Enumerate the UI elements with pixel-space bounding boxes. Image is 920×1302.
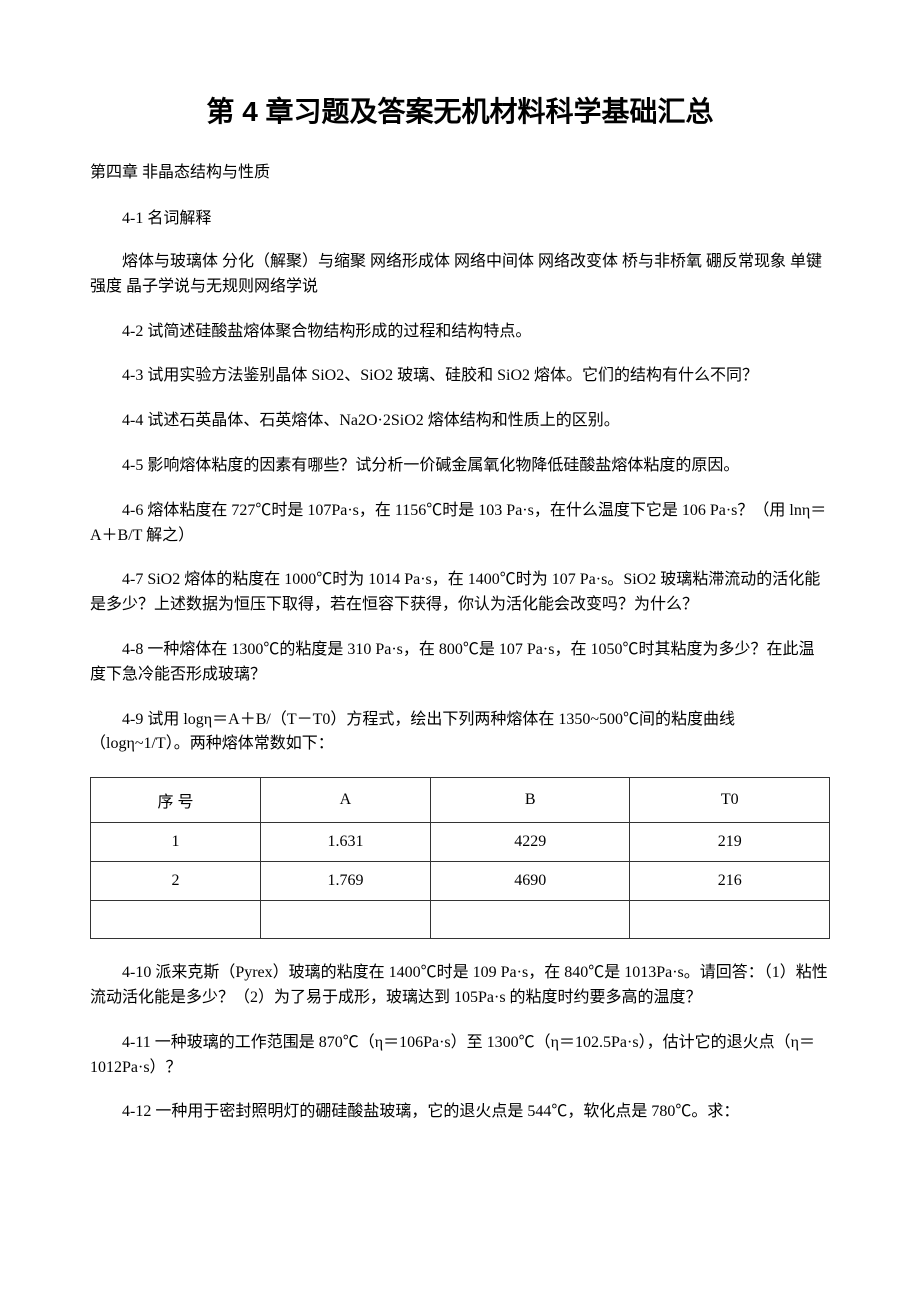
table-cell: 216 (630, 862, 830, 901)
table-row: 1 1.631 4229 219 (91, 823, 830, 862)
table-cell (260, 901, 430, 939)
table-cell: 4690 (430, 862, 630, 901)
table-row (91, 901, 830, 939)
table-header-cell: T0 (630, 778, 830, 823)
question-4-5: 4-5 影响熔体粘度的因素有哪些？试分析一价碱金属氧化物降低硅酸盐熔体粘度的原因… (90, 454, 830, 479)
question-4-8: 4-8 一种熔体在 1300℃的粘度是 310 Pa·s，在 800℃是 107… (90, 638, 830, 688)
table-header-cell: A (260, 778, 430, 823)
table-cell: 1.631 (260, 823, 430, 862)
table-header-cell: 序 号 (91, 778, 261, 823)
table-cell: 4229 (430, 823, 630, 862)
question-4-12: 4-12 一种用于密封照明灯的硼硅酸盐玻璃，它的退火点是 544℃，软化点是 7… (90, 1100, 830, 1125)
table-cell: 219 (630, 823, 830, 862)
table-header-cell: B (430, 778, 630, 823)
table-cell (91, 901, 261, 939)
question-4-10: 4-10 派来克斯（Pyrex）玻璃的粘度在 1400℃时是 109 Pa·s，… (90, 961, 830, 1011)
table-cell: 1 (91, 823, 261, 862)
table-row: 2 1.769 4690 216 (91, 862, 830, 901)
constants-table: 序 号 A B T0 1 1.631 4229 219 2 1.769 4690… (90, 777, 830, 939)
table-cell: 1.769 (260, 862, 430, 901)
section-4-1-head: 4-1 名词解释 (90, 204, 830, 228)
table-cell: 2 (91, 862, 261, 901)
question-4-4: 4-4 试述石英晶体、石英熔体、Na2O·2SiO2 熔体结构和性质上的区别。 (90, 409, 830, 434)
table-cell (430, 901, 630, 939)
question-4-3: 4-3 试用实验方法鉴别晶体 SiO2、SiO2 玻璃、硅胶和 SiO2 熔体。… (90, 364, 830, 389)
page-title: 第 4 章习题及答案无机材料科学基础汇总 (90, 90, 830, 130)
question-4-9: 4-9 试用 logη＝A＋B/（T－T0）方程式，绘出下列两种熔体在 1350… (90, 708, 830, 758)
question-4-7: 4-7 SiO2 熔体的粘度在 1000℃时为 1014 Pa·s，在 1400… (90, 568, 830, 618)
question-4-2: 4-2 试简述硅酸盐熔体聚合物结构形成的过程和结构特点。 (90, 320, 830, 345)
table-cell (630, 901, 830, 939)
question-4-11: 4-11 一种玻璃的工作范围是 870℃（η＝106Pa·s）至 1300℃（η… (90, 1031, 830, 1081)
table-header-row: 序 号 A B T0 (91, 778, 830, 823)
chapter-subtitle: 第四章 非晶态结构与性质 (90, 158, 830, 182)
question-4-6: 4-6 熔体粘度在 727℃时是 107Pa·s，在 1156℃时是 103 P… (90, 499, 830, 549)
section-4-1-body: 熔体与玻璃体 分化（解聚）与缩聚 网络形成体 网络中间体 网络改变体 桥与非桥氧… (90, 250, 830, 300)
